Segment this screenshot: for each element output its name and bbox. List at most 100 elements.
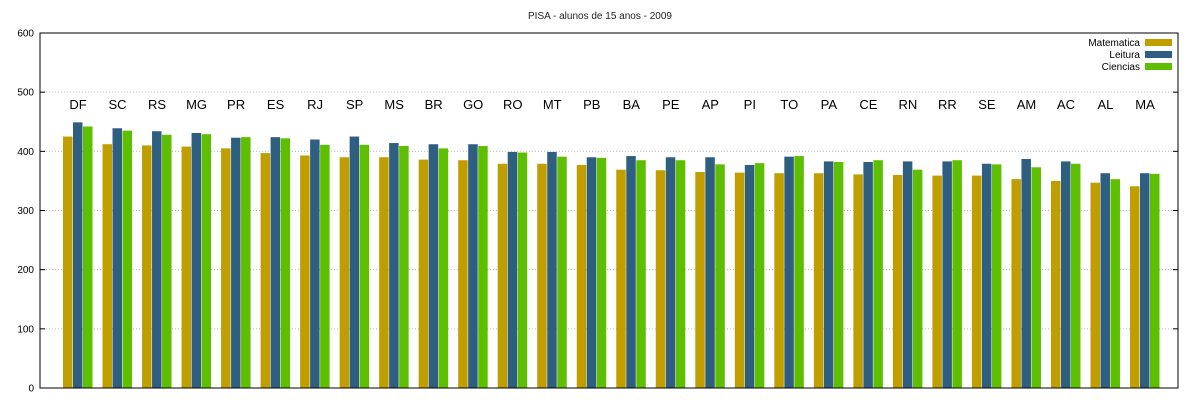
bar-leitura-to bbox=[784, 156, 794, 388]
bar-matematica-br bbox=[418, 159, 429, 388]
bar-leitura-ce bbox=[863, 161, 873, 388]
bar-leitura-ma bbox=[1140, 173, 1150, 388]
bar-matematica-mt bbox=[537, 163, 547, 388]
category-label: MG bbox=[186, 97, 207, 112]
bar-leitura-sc bbox=[112, 128, 123, 388]
bar-ciencias-ms bbox=[399, 146, 409, 388]
bar-ciencias-al bbox=[1110, 179, 1120, 388]
bar-matematica-pr bbox=[221, 148, 231, 388]
bar-matematica-ro bbox=[497, 163, 508, 388]
bar-ciencias-br bbox=[438, 148, 449, 388]
bar-matematica-pi bbox=[734, 172, 745, 388]
category-label: SE bbox=[978, 97, 996, 112]
bar-ciencias-to bbox=[794, 156, 804, 388]
bar-leitura-sp bbox=[349, 136, 360, 388]
bar-matematica-rj bbox=[300, 155, 310, 388]
bar-ciencias-mg bbox=[201, 134, 212, 388]
bar-matematica-sp bbox=[339, 157, 350, 388]
category-label: RN bbox=[898, 97, 917, 112]
bar-matematica-am bbox=[1011, 179, 1021, 388]
category-label: AL bbox=[1098, 97, 1114, 112]
category-label: CE bbox=[859, 97, 877, 112]
category-label: RJ bbox=[307, 97, 323, 112]
bar-leitura-go bbox=[468, 144, 478, 388]
category-label: DF bbox=[69, 97, 86, 112]
bar-ciencias-pa bbox=[833, 161, 844, 388]
category-label: AM bbox=[1017, 97, 1037, 112]
category-label: ES bbox=[267, 97, 285, 112]
bar-matematica-ma bbox=[1130, 186, 1140, 388]
category-label: SP bbox=[346, 97, 363, 112]
bar-matematica-ac bbox=[1050, 180, 1061, 388]
bar-matematica-al bbox=[1090, 182, 1100, 388]
bar-leitura-df bbox=[73, 122, 83, 388]
category-label: PR bbox=[227, 97, 245, 112]
bar-ciencias-rs bbox=[162, 134, 172, 388]
bar-matematica-pb bbox=[576, 164, 587, 388]
bar-ciencias-ma bbox=[1150, 173, 1160, 388]
y-tick-label: 600 bbox=[17, 29, 34, 40]
bar-ciencias-sp bbox=[359, 144, 370, 388]
y-tick-label: 400 bbox=[17, 147, 34, 158]
bar-matematica-es bbox=[260, 153, 271, 388]
bar-leitura-pb bbox=[586, 157, 597, 388]
category-label: RO bbox=[503, 97, 523, 112]
bar-ciencias-pi bbox=[754, 163, 765, 388]
bar-leitura-mt bbox=[547, 151, 557, 388]
category-label: BR bbox=[425, 97, 443, 112]
legend-swatch bbox=[1145, 63, 1172, 70]
bar-leitura-se bbox=[981, 163, 992, 388]
bar-leitura-mg bbox=[191, 132, 202, 388]
bar-matematica-rs bbox=[142, 145, 152, 388]
bar-matematica-se bbox=[971, 175, 982, 388]
bar-ciencias-ro bbox=[517, 152, 528, 388]
category-label: MT bbox=[543, 97, 562, 112]
bar-leitura-ac bbox=[1060, 161, 1071, 388]
bar-matematica-go bbox=[458, 160, 468, 388]
bar-matematica-sc bbox=[102, 144, 113, 388]
bar-ciencias-mt bbox=[557, 156, 567, 388]
legend-label: Leitura bbox=[1109, 50, 1140, 61]
bar-leitura-am bbox=[1021, 159, 1031, 388]
bar-leitura-rj bbox=[310, 139, 320, 388]
category-label: SC bbox=[108, 97, 126, 112]
bar-matematica-to bbox=[774, 173, 784, 388]
bar-matematica-df bbox=[63, 136, 73, 388]
bar-ciencias-ac bbox=[1070, 163, 1081, 388]
bar-ciencias-rn bbox=[912, 169, 923, 388]
category-label: TO bbox=[780, 97, 798, 112]
category-label: RS bbox=[148, 97, 166, 112]
category-label: AC bbox=[1057, 97, 1075, 112]
category-label: MS bbox=[384, 97, 404, 112]
y-tick-label: 0 bbox=[28, 384, 34, 395]
bar-leitura-ap bbox=[705, 157, 715, 388]
legend-swatch bbox=[1145, 51, 1172, 58]
bar-leitura-rs bbox=[152, 131, 162, 388]
bar-matematica-ba bbox=[616, 169, 626, 388]
plot-frame bbox=[39, 32, 1179, 389]
legend-swatch bbox=[1145, 39, 1172, 46]
category-label: MA bbox=[1135, 97, 1155, 112]
category-label: PI bbox=[744, 97, 756, 112]
bar-ciencias-sc bbox=[122, 130, 133, 388]
bar-ciencias-pe bbox=[675, 160, 686, 388]
bar-ciencias-es bbox=[280, 138, 291, 388]
category-label: GO bbox=[463, 97, 483, 112]
bar-matematica-pa bbox=[813, 173, 824, 388]
bar-ciencias-go bbox=[478, 146, 488, 388]
y-tick-label: 100 bbox=[17, 324, 34, 335]
bar-ciencias-rr bbox=[952, 160, 962, 388]
bar-leitura-br bbox=[428, 144, 439, 388]
category-label: BA bbox=[623, 97, 641, 112]
bar-leitura-rn bbox=[902, 161, 913, 388]
bar-ciencias-am bbox=[1031, 167, 1041, 388]
bar-leitura-es bbox=[270, 137, 281, 388]
bar-leitura-ms bbox=[389, 143, 399, 388]
bar-ciencias-ap bbox=[715, 164, 725, 388]
bar-leitura-pa bbox=[823, 161, 834, 388]
category-label: PB bbox=[583, 97, 600, 112]
bar-leitura-pr bbox=[231, 137, 241, 388]
bar-matematica-ce bbox=[853, 174, 863, 388]
bar-ciencias-pr bbox=[241, 137, 251, 388]
